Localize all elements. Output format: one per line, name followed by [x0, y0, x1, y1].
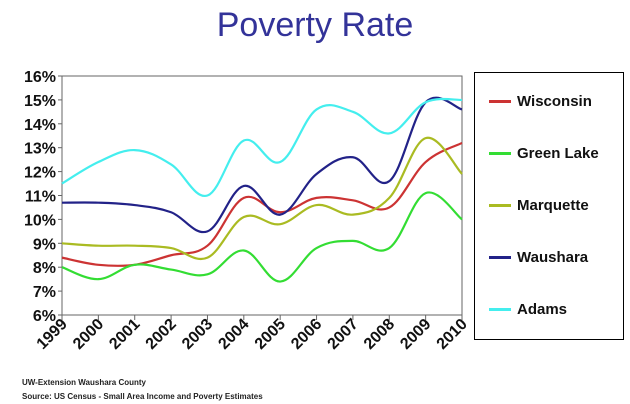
- y-tick-label: 7%: [33, 284, 56, 301]
- legend-label: Waushara: [517, 249, 588, 266]
- y-tick-label: 13%: [24, 141, 56, 158]
- legend-swatch: [489, 204, 511, 207]
- x-tick-label: 2002: [143, 316, 180, 353]
- x-tick-label: 2001: [106, 316, 143, 353]
- legend-swatch: [489, 100, 511, 103]
- series-line-adams: [62, 99, 462, 196]
- y-tick-label: 11%: [25, 189, 56, 206]
- legend-swatch: [489, 256, 511, 259]
- legend-item-wisconsin: Wisconsin: [489, 91, 592, 111]
- legend-item-marquette: Marquette: [489, 195, 589, 215]
- series-line-waushara: [62, 98, 462, 232]
- y-tick-label: 10%: [24, 212, 56, 229]
- x-tick-label: 2000: [70, 316, 107, 353]
- x-tick-label: 2008: [361, 316, 398, 353]
- legend-item-adams: Adams: [489, 299, 567, 319]
- footer-source: Source: US Census - Small Area Income an…: [22, 392, 263, 401]
- y-tick-label: 14%: [24, 117, 56, 134]
- x-tick-label: 2007: [325, 316, 362, 353]
- footer-credit: UW-Extension Waushara County: [22, 378, 146, 387]
- x-tick-label: 2003: [179, 316, 216, 353]
- legend-swatch: [489, 152, 511, 155]
- y-tick-label: 15%: [24, 93, 56, 110]
- legend-label: Marquette: [517, 197, 589, 214]
- legend-item-green-lake: Green Lake: [489, 143, 599, 163]
- legend-swatch: [489, 308, 511, 311]
- y-tick-label: 8%: [33, 260, 56, 277]
- legend-label: Adams: [517, 301, 567, 318]
- x-tick-label: 2010: [434, 316, 471, 353]
- y-tick-label: 12%: [24, 165, 56, 182]
- series-line-green-lake: [62, 192, 462, 281]
- x-tick-label: 2006: [288, 316, 325, 353]
- y-tick-label: 9%: [33, 236, 56, 253]
- legend-item-waushara: Waushara: [489, 247, 588, 267]
- x-tick-label: 2005: [252, 316, 289, 353]
- legend: Wisconsin Green Lake Marquette Waushara Adam…: [474, 72, 624, 340]
- legend-label: Wisconsin: [517, 93, 592, 110]
- x-tick-label: 2009: [397, 316, 434, 353]
- x-tick-label: 2004: [215, 316, 252, 353]
- y-tick-label: 16%: [24, 69, 56, 86]
- legend-label: Green Lake: [517, 145, 599, 162]
